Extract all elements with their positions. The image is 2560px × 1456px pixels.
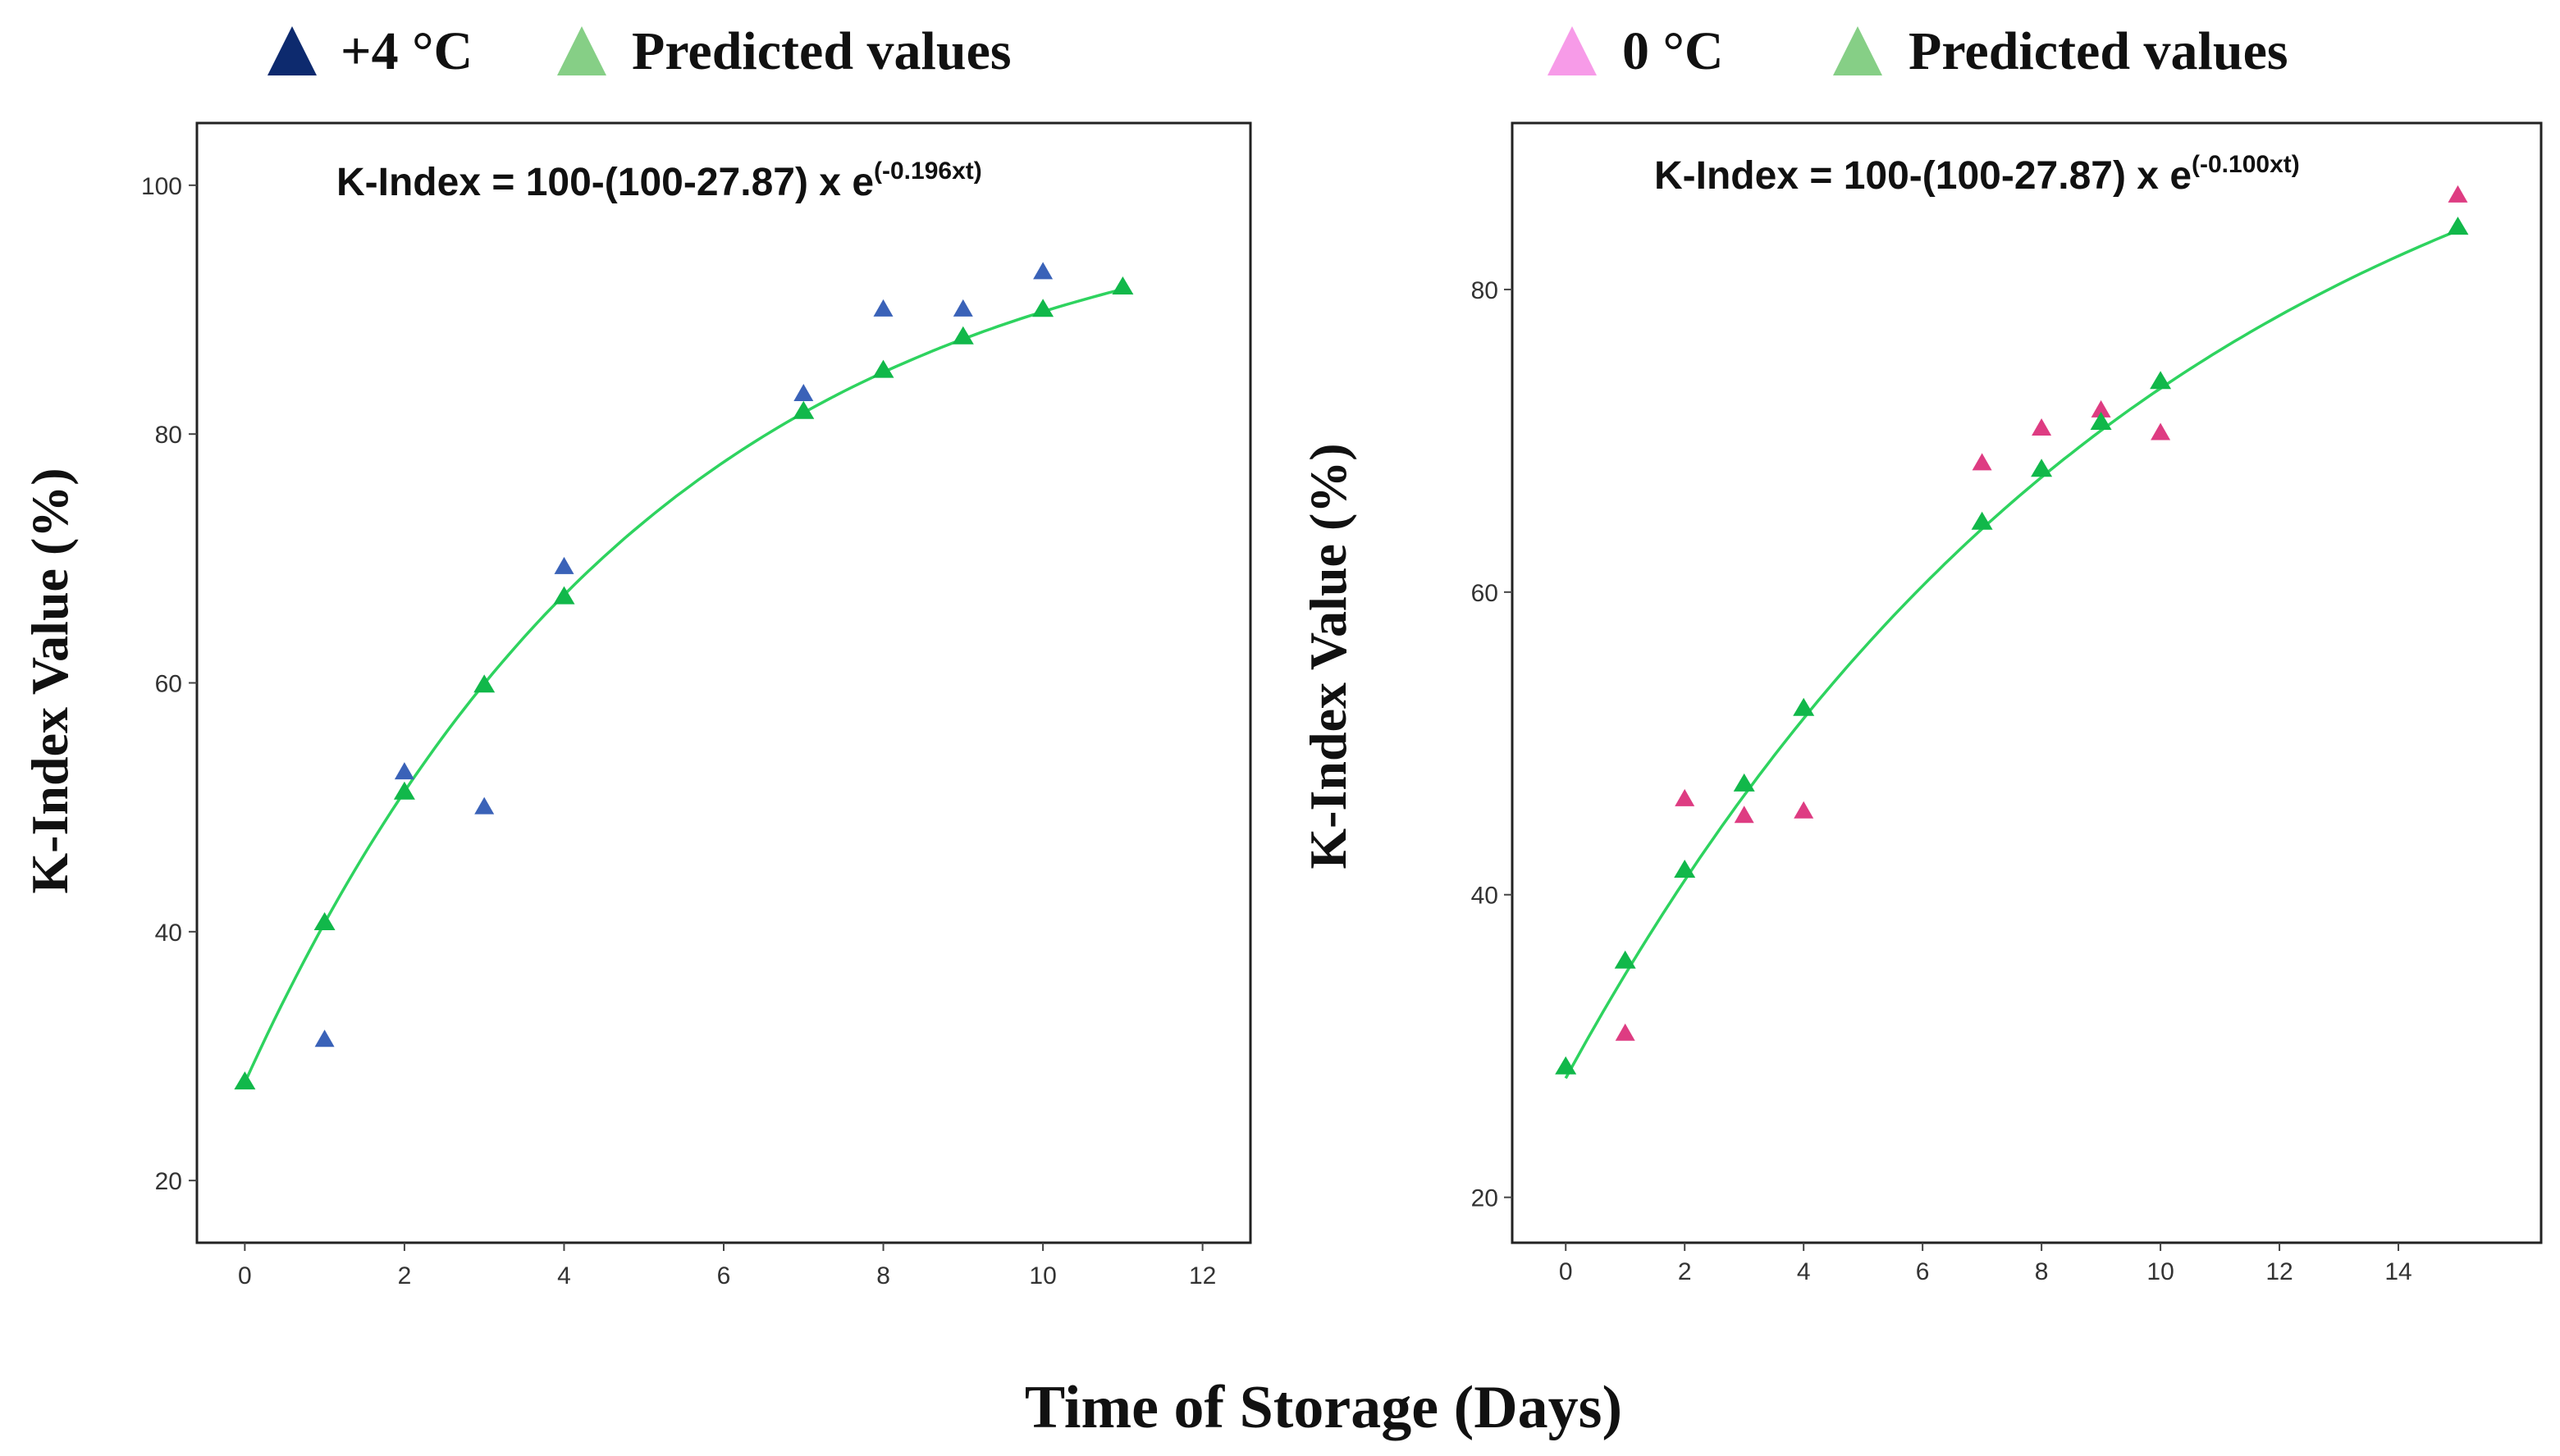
left-observed-point — [873, 299, 894, 317]
left-observed-point — [554, 556, 574, 574]
left-y-axis-title: K-Index Value (%) — [21, 468, 79, 893]
right-predicted-point — [2447, 217, 2469, 235]
right-y-axis-title: K-Index Value (%) — [1299, 443, 1357, 869]
right-y-tick-label: 40 — [1471, 883, 1498, 910]
left-observed-point — [474, 796, 495, 815]
left-predicted-point — [793, 400, 815, 419]
right-observed-point — [2091, 399, 2111, 418]
left-equation-exponent: (-0.196xt) — [874, 157, 982, 185]
left-x-tick-label: 10 — [1029, 1262, 1056, 1289]
right-y-tick-label: 80 — [1471, 277, 1498, 304]
right-equation: K-Index = 100-(100-27.87) x e(-0.100xt) — [1654, 151, 2300, 198]
left-ticks: 0 2 4 6 8 10 12 20 40 60 80 100 — [141, 173, 1216, 1289]
left-fit-curve — [243, 287, 1123, 1084]
right-x-tick-label: 12 — [2265, 1258, 2293, 1285]
left-x-tick-label: 8 — [876, 1262, 890, 1289]
right-x-tick-label: 0 — [1559, 1258, 1573, 1285]
legend-predicted-right-label: Predicted values — [1909, 21, 2288, 81]
right-legend: 0 °C Predicted values — [1547, 21, 2288, 81]
right-observed-point — [1972, 453, 1992, 471]
right-x-tick-label: 4 — [1797, 1258, 1811, 1285]
left-observed-point — [314, 1029, 335, 1047]
right-x-tick-label: 14 — [2384, 1258, 2411, 1285]
legend-0c-triangle-icon — [1547, 26, 1597, 75]
right-predicted-point — [1793, 697, 1815, 716]
left-predicted-point — [473, 674, 496, 693]
right-chart: K-Index = 100-(100-27.87) x e(-0.100xt) … — [1299, 121, 2543, 1285]
left-legend: +4 °C Predicted values — [267, 21, 1012, 81]
right-predicted-point — [2031, 459, 2053, 477]
right-plot-frame — [1511, 121, 2543, 1244]
left-y-tick-label: 100 — [141, 173, 182, 200]
left-y-tick-label: 80 — [155, 422, 182, 449]
legend-4c-triangle-icon — [267, 26, 317, 75]
left-predicted-point — [393, 781, 415, 800]
legend-predicted-left-label: Predicted values — [632, 21, 1012, 81]
left-predicted-point — [952, 326, 974, 345]
left-plot-frame — [195, 121, 1252, 1244]
left-predicted-point — [872, 359, 894, 378]
left-predicted-point — [553, 586, 575, 605]
left-x-tick-label: 6 — [717, 1262, 731, 1289]
left-y-tick-label: 40 — [155, 920, 182, 947]
left-predicted-point — [1032, 299, 1054, 317]
right-equation-exponent: (-0.100xt) — [2192, 151, 2300, 178]
left-equation: K-Index = 100-(100-27.87) x e(-0.196xt) — [336, 157, 982, 204]
right-observed-point — [2448, 185, 2468, 203]
right-predicted-point — [1971, 511, 1993, 530]
right-equation-main: K-Index = 100-(100-27.87) x e — [1654, 154, 2192, 198]
right-predicted-point — [1674, 860, 1696, 878]
right-x-tick-label: 2 — [1678, 1258, 1692, 1285]
right-ticks: 0 2 4 6 8 10 12 14 20 40 60 80 — [1471, 277, 2412, 1285]
right-observed-point — [1615, 1023, 1635, 1041]
right-observed-point — [1794, 801, 1814, 819]
right-fit-curve — [1564, 229, 2459, 1079]
right-predicted-point — [1555, 1056, 1577, 1075]
right-observed-point — [1734, 806, 1754, 824]
left-observed-point — [1033, 262, 1054, 280]
left-chart: K-Index = 100-(100-27.87) x e(-0.196xt) … — [21, 121, 1252, 1289]
right-points — [1555, 185, 2469, 1075]
right-predicted-point — [1733, 773, 1755, 792]
left-x-tick-label: 4 — [557, 1262, 571, 1289]
right-x-tick-label: 8 — [2035, 1258, 2049, 1285]
legend-0c-label: 0 °C — [1622, 21, 1724, 81]
left-observed-point — [394, 762, 414, 780]
left-y-tick-label: 20 — [155, 1168, 182, 1195]
right-observed-point — [2151, 422, 2171, 440]
left-y-tick-label: 60 — [155, 671, 182, 698]
right-y-tick-label: 20 — [1471, 1185, 1498, 1212]
right-predicted-point — [2150, 371, 2172, 390]
left-x-tick-label: 2 — [398, 1262, 412, 1289]
left-x-tick-label: 12 — [1189, 1262, 1216, 1289]
right-predicted-point — [1614, 950, 1636, 969]
right-y-tick-label: 60 — [1471, 580, 1498, 607]
left-points — [234, 262, 1134, 1090]
left-observed-point — [953, 299, 973, 317]
right-observed-point — [1675, 788, 1695, 806]
left-predicted-point — [234, 1071, 256, 1090]
left-predicted-point — [313, 912, 336, 930]
left-x-tick-label: 0 — [238, 1262, 252, 1289]
legend-predicted-right-triangle-icon — [1833, 26, 1882, 75]
left-observed-point — [793, 384, 814, 401]
right-observed-point — [2032, 418, 2052, 436]
right-predicted-point — [2090, 412, 2112, 430]
legend-4c-label: +4 °C — [341, 21, 473, 81]
left-equation-main: K-Index = 100-(100-27.87) x e — [336, 161, 874, 204]
legend-predicted-left-triangle-icon — [557, 26, 606, 75]
x-axis-title: Time of Storage (Days) — [1025, 1374, 1622, 1441]
right-x-tick-label: 6 — [1916, 1258, 1930, 1285]
left-predicted-point — [1112, 276, 1134, 294]
right-x-tick-label: 10 — [2146, 1258, 2174, 1285]
